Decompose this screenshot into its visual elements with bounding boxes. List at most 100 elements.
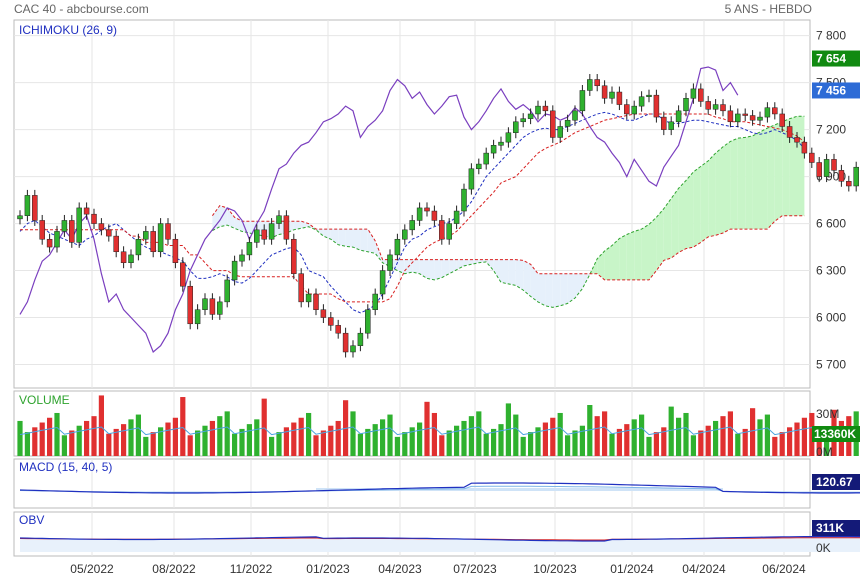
volume-bar [661, 427, 667, 456]
cloud-segment [567, 273, 575, 304]
volume-bar [779, 432, 785, 456]
volume-bar [787, 427, 793, 456]
volume-bar [61, 435, 67, 456]
candle-body [498, 141, 504, 146]
x-tick-label: 07/2023 [453, 562, 497, 576]
volume-bar [631, 419, 637, 456]
volume-bar [320, 430, 326, 456]
volume-bar [483, 433, 489, 456]
candle-body [609, 91, 615, 99]
chikou-span-line [19, 66, 739, 354]
volume-bar [676, 417, 682, 456]
candle-body [61, 220, 68, 232]
candle-body [749, 115, 756, 121]
volume-bar [528, 432, 534, 456]
candle-body [838, 170, 845, 182]
y-tick-label: 5 700 [816, 358, 846, 372]
candle-body [187, 285, 193, 325]
candle-body [298, 273, 304, 303]
cloud-segment [434, 259, 442, 280]
y-tick-label: 7 800 [816, 29, 846, 43]
candle-body [98, 223, 105, 231]
candle-body [453, 210, 460, 224]
cloud-segment [345, 229, 353, 248]
candle-body [239, 254, 245, 262]
candle-body [853, 166, 859, 187]
candle-body [120, 251, 127, 263]
candle-body [54, 231, 60, 248]
candle-body [712, 104, 719, 110]
volume-bar [720, 416, 726, 456]
cloud-segment [441, 259, 450, 278]
candle-body [106, 229, 112, 237]
candle-body [246, 242, 253, 256]
cloud-segment [523, 260, 531, 297]
candle-body [631, 105, 637, 115]
cloud-segment [212, 205, 220, 231]
candle-body [646, 94, 652, 97]
candle-body [846, 181, 852, 187]
candle-body [772, 107, 778, 115]
obv-area [20, 536, 860, 552]
x-tick-label: 04/2023 [378, 562, 422, 576]
volume-bar [106, 433, 112, 456]
volume-bar [17, 420, 23, 456]
volume-bar [158, 427, 164, 456]
candle-body [572, 110, 578, 121]
volume-bar [261, 398, 267, 456]
cloud-segment [760, 128, 768, 230]
volume-tick-30m: 30M [816, 407, 839, 421]
candle-body [202, 298, 208, 310]
cloud-segment [367, 229, 376, 254]
volume-bar [202, 425, 208, 456]
cloud-segment [293, 221, 302, 230]
cloud-segment [560, 273, 568, 306]
candle-body [283, 215, 290, 240]
candle-body [431, 210, 438, 221]
volume-bar [417, 422, 423, 456]
cloud-segment [612, 238, 620, 280]
candle-body [624, 104, 630, 115]
cloud-segment [501, 259, 509, 284]
x-tick-label: 01/2023 [306, 562, 350, 576]
candle-body [39, 220, 45, 240]
cloud-segment [427, 259, 435, 280]
volume-bar [24, 432, 30, 456]
volume-bar [165, 422, 171, 456]
cloud-segment [737, 137, 746, 230]
candle-body [439, 220, 445, 240]
cloud-segment [626, 231, 635, 280]
candle-body [113, 235, 119, 253]
volume-bar [224, 411, 230, 456]
volume-bar [298, 417, 304, 456]
volume-bar [84, 420, 90, 456]
candle-body [587, 79, 593, 91]
volume-bar [801, 417, 807, 456]
candle-body [313, 293, 319, 310]
cloud-segment [649, 217, 657, 280]
volume-bar [32, 427, 38, 456]
volume-bar [565, 435, 571, 456]
x-tick-label: 08/2022 [152, 562, 196, 576]
x-tick-label: 11/2022 [230, 562, 273, 576]
volume-bar [387, 414, 393, 456]
volume-bar [757, 419, 763, 456]
candle-body [638, 96, 645, 107]
candle-body [143, 231, 149, 240]
volume-bar [380, 419, 386, 456]
cloud-segment [538, 273, 546, 306]
volume-bar [653, 432, 659, 456]
cloud-segment [752, 131, 760, 230]
volume-bar [446, 430, 452, 456]
volume-bar [91, 416, 97, 456]
volume-bar [246, 424, 252, 456]
candle-body [224, 279, 230, 303]
volume-bar [350, 411, 356, 456]
volume-bar [365, 428, 371, 456]
volume-bar [705, 425, 711, 456]
volume-bar [306, 412, 312, 456]
cloud-segment [575, 273, 583, 298]
candle-body [387, 254, 393, 271]
volume-bar [431, 412, 437, 456]
